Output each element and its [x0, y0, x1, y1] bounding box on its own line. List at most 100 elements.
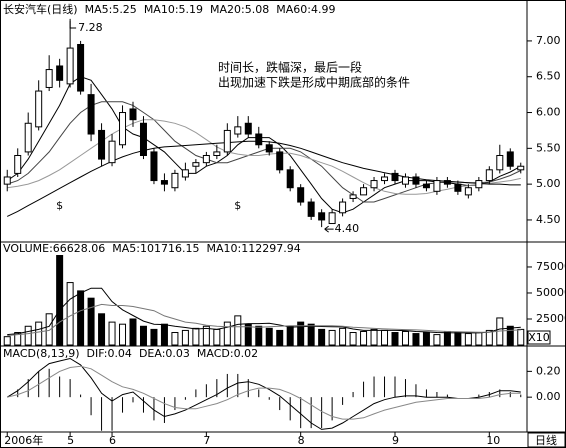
note: 时间长，跌幅深，最后一段: [218, 60, 362, 75]
candle-body: [475, 180, 483, 189]
volume-bar: [328, 329, 336, 346]
volume-bar: [244, 323, 252, 346]
volume-bar: [349, 332, 357, 346]
volume-bar: [433, 334, 441, 346]
candle-body: [381, 176, 389, 182]
candle-body: [454, 183, 462, 192]
volume-bar: [286, 325, 294, 346]
candle-body: [98, 129, 106, 160]
candle-body: [87, 94, 95, 135]
candle-body: [181, 169, 189, 178]
x-tick-label: 6: [109, 434, 116, 447]
candle-body: [171, 172, 179, 189]
volume-bar: [56, 255, 64, 346]
volume-bar: [381, 329, 389, 346]
y-tick-label: 5.50: [536, 141, 561, 154]
candle-body: [45, 69, 53, 88]
volume-bar: [24, 325, 32, 346]
volume-bar: [98, 313, 106, 346]
y-tick-label: 7.00: [536, 34, 561, 47]
volume-bar: [77, 290, 85, 346]
volume-bar: [422, 332, 430, 346]
volume-bar: [255, 325, 263, 346]
y-tick-label: 6.50: [536, 70, 561, 83]
header-label: MA5:101716.15: [112, 242, 199, 255]
volume-bar: [339, 327, 347, 346]
candle-body: [234, 126, 242, 135]
header-label: VOLUME:66628.06: [3, 242, 105, 255]
header-label: MACD(8,13,9): [3, 347, 80, 360]
volume-bar: [171, 332, 179, 346]
candle-body: [265, 144, 273, 153]
volume-bar: [3, 336, 11, 346]
volume-bar: [307, 323, 315, 346]
candle-body: [328, 212, 336, 225]
candle-body: [223, 129, 231, 153]
candle-body: [35, 90, 43, 128]
volume-bar: [391, 332, 399, 346]
y-tick-label: 5.00: [536, 177, 561, 190]
volume-bar: [443, 330, 451, 346]
volume-bar: [318, 328, 326, 346]
candle-body: [244, 122, 252, 135]
header-label: MA20:5.08: [210, 3, 269, 16]
high-pointer: [69, 18, 77, 29]
low-pointer: [324, 225, 334, 233]
x-tick-label: 2006年: [4, 433, 43, 447]
header-label: MA10:112297.94: [206, 242, 300, 255]
volume-bar: [370, 328, 378, 346]
candle-body: [370, 180, 378, 189]
header-label: DEA:0.03: [139, 347, 190, 360]
candle-body: [77, 43, 85, 92]
volume-bar: [517, 328, 525, 346]
volume-ma-line: [7, 303, 521, 337]
volume-bar: [66, 282, 74, 346]
candle-body: [160, 180, 168, 185]
candle-body: [349, 194, 357, 199]
volume-bar: [401, 330, 409, 346]
header-label: MA10:5.19: [144, 3, 203, 16]
candle-body: [129, 108, 137, 121]
volume-bar: [87, 297, 95, 346]
header-label: MA5:5.25: [85, 3, 137, 16]
candle-body: [485, 169, 493, 182]
candle-body: [255, 133, 263, 146]
volume-bar: [297, 321, 305, 346]
candle-body: [3, 176, 11, 185]
volume-bar: [265, 327, 273, 346]
candle-body: [360, 187, 368, 196]
volume-bar: [234, 315, 242, 346]
header-label: 长安汽车(日线): [3, 2, 78, 16]
volume-bar: [412, 333, 420, 346]
candle-body: [412, 176, 420, 185]
candle-body: [391, 172, 399, 182]
candle-body: [506, 151, 514, 167]
volume-bar: [485, 329, 493, 346]
candle-body: [464, 187, 472, 196]
macd-line: [6, 357, 521, 430]
unit-label: X10: [528, 331, 550, 344]
candle-body: [108, 140, 116, 164]
candle-body: [318, 212, 326, 221]
candle-body: [139, 122, 147, 156]
event-marker: $: [56, 199, 63, 212]
x-tick-label: 7: [203, 434, 210, 447]
candle-body: [443, 180, 451, 185]
y-tick-label: 6.00: [536, 106, 561, 119]
x-tick-label: 9: [392, 434, 399, 447]
high-label: 7.28: [78, 21, 103, 34]
volume-bar: [202, 325, 210, 346]
low-label: 4.40: [335, 222, 360, 235]
candle-body: [24, 122, 32, 153]
candle-body: [496, 154, 504, 171]
volume-bar: [464, 333, 472, 346]
header-label: DIF:0.04: [87, 347, 132, 360]
period-box: [527, 432, 566, 448]
candle-body: [66, 47, 74, 85]
y-tick-label: 25000: [536, 312, 566, 325]
y-tick-label: 75000: [536, 260, 566, 273]
candle-body: [14, 154, 22, 174]
x-tick-label: 10: [486, 434, 500, 447]
candle-body: [422, 183, 430, 189]
